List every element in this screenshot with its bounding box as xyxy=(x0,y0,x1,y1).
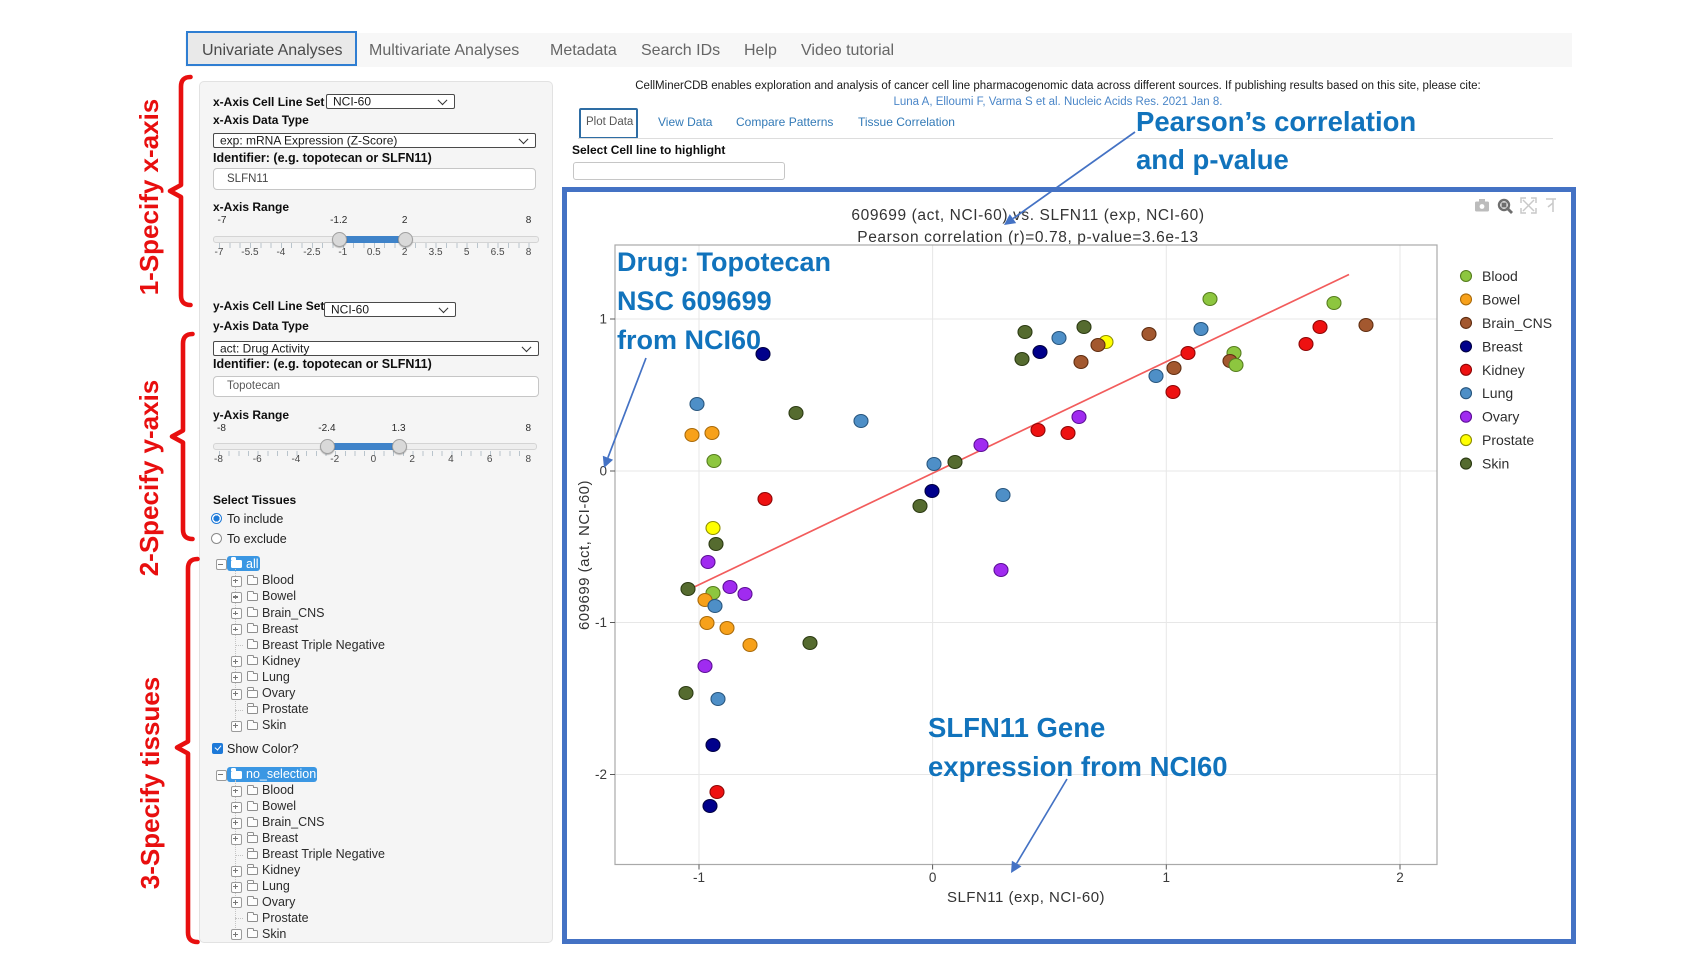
svg-text:Bowel: Bowel xyxy=(1482,291,1520,307)
svg-text:Pearson correlation (r)=0.78,: Pearson correlation (r)=0.78, p-value=3.… xyxy=(857,229,1199,246)
svg-text:Blood: Blood xyxy=(1482,268,1518,284)
svg-text:0: 0 xyxy=(929,870,937,885)
svg-text:-1: -1 xyxy=(693,870,705,885)
svg-text:-1: -1 xyxy=(595,615,607,630)
svg-text:0: 0 xyxy=(599,464,607,479)
svg-text:2-Specify y-axis: 2-Specify y-axis xyxy=(134,380,164,577)
svg-text:Skin: Skin xyxy=(1482,456,1509,472)
svg-text:Brain_CNS: Brain_CNS xyxy=(1482,315,1552,331)
svg-text:1: 1 xyxy=(599,312,607,327)
svg-text:Lung: Lung xyxy=(1482,385,1513,401)
svg-text:1-Specify x-axis: 1-Specify x-axis xyxy=(134,99,164,296)
svg-text:Ovary: Ovary xyxy=(1482,409,1519,425)
svg-text:3-Specify tissues: 3-Specify tissues xyxy=(135,677,165,889)
svg-text:2: 2 xyxy=(1396,870,1404,885)
svg-text:Kidney: Kidney xyxy=(1482,362,1525,378)
svg-text:1: 1 xyxy=(1163,870,1171,885)
svg-text:Prostate: Prostate xyxy=(1482,432,1534,448)
svg-text:609699 (act, NCI-60) vs. SLFN1: 609699 (act, NCI-60) vs. SLFN11 (exp, NC… xyxy=(851,207,1204,224)
svg-text:609699 (act, NCI-60): 609699 (act, NCI-60) xyxy=(576,480,593,630)
svg-text:-2: -2 xyxy=(595,767,607,782)
svg-text:Breast: Breast xyxy=(1482,338,1523,354)
svg-text:SLFN11 (exp, NCI-60): SLFN11 (exp, NCI-60) xyxy=(947,889,1105,906)
